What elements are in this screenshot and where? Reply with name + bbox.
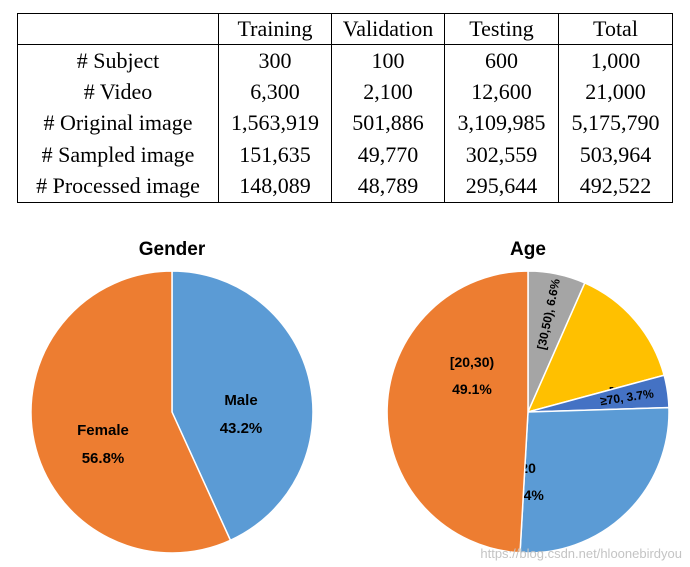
row-label: # Video xyxy=(17,76,219,108)
table-row: # Processed image 148,089 48,789 295,644… xyxy=(17,170,673,203)
table-cell: 148,089 xyxy=(218,170,332,203)
table-cell: 300 xyxy=(218,44,332,77)
gender-pie-chart: Gender Male 43.2% Female 56.8% xyxy=(30,239,314,554)
pie-slice-female xyxy=(30,270,232,554)
table-row: # Original image 1,563,919 501,886 3,109… xyxy=(17,107,673,140)
table-cell: 48,789 xyxy=(331,170,445,203)
table-cell: 503,964 xyxy=(558,139,673,171)
pie-title: Gender xyxy=(139,239,206,260)
table-cell: 151,635 xyxy=(218,139,332,171)
table-cell: 1,000 xyxy=(558,44,673,77)
table-cell: 6,300 xyxy=(218,76,332,108)
pie-slice-male xyxy=(171,270,314,542)
table-cell: 21,000 xyxy=(558,76,673,108)
table-cell: 492,522 xyxy=(558,170,673,203)
pie-slice-20-30 xyxy=(386,270,529,554)
table-header-row: Training Validation Testing Total xyxy=(17,13,673,45)
pie-title: Age xyxy=(510,239,546,260)
age-pie-chart: Age[30,50), 6.6%[50,70)14.2%≥70, 3.7%<20… xyxy=(386,239,670,554)
row-label: # Sampled image xyxy=(17,139,219,171)
table-cell: 3,109,985 xyxy=(444,107,559,140)
table-header-cell: Total xyxy=(558,13,673,45)
row-label: # Original image xyxy=(17,107,219,140)
pie-slice-50-70 xyxy=(526,281,666,414)
table-cell: 295,644 xyxy=(444,170,559,203)
slice-value-label: 43.2% xyxy=(220,420,263,437)
table-cell: 600 xyxy=(444,44,559,77)
table-row: # Sampled image 151,635 49,770 302,559 5… xyxy=(17,139,673,171)
pie-slice-20 xyxy=(519,406,670,554)
table-cell: 2,100 xyxy=(331,76,445,108)
slice-label: Female xyxy=(77,422,129,439)
dataset-statistics-table: Training Validation Testing Total # Subj… xyxy=(17,13,673,203)
table-header-cell: Training xyxy=(218,13,332,45)
row-label: # Processed image xyxy=(17,170,219,203)
table-cell: 1,563,919 xyxy=(218,107,332,140)
row-label: # Subject xyxy=(17,44,219,77)
slice-label: [20,30) xyxy=(450,354,494,370)
table-header-cell xyxy=(17,13,219,45)
table-cell: 100 xyxy=(331,44,445,77)
table-cell: 302,559 xyxy=(444,139,559,171)
pie-charts: Gender Male 43.2% Female 56.8% Age[30,50), 6… xyxy=(30,239,670,554)
slice-label: Male xyxy=(224,392,257,409)
table-header-cell: Validation xyxy=(331,13,445,45)
slice-value-label: 56.8% xyxy=(82,450,125,467)
table-cell: 5,175,790 xyxy=(558,107,673,140)
slice-value-label: 49.1% xyxy=(452,381,492,397)
watermark: https://blog.csdn.net/hloonebirdyou xyxy=(480,546,682,561)
table-cell: 501,886 xyxy=(331,107,445,140)
table-header-cell: Testing xyxy=(444,13,559,45)
table-cell: 49,770 xyxy=(331,139,445,171)
table-row: # Subject 300 100 600 1,000 xyxy=(17,44,673,77)
table-cell: 12,600 xyxy=(444,76,559,108)
table-row: # Video 6,300 2,100 12,600 21,000 xyxy=(17,76,673,108)
